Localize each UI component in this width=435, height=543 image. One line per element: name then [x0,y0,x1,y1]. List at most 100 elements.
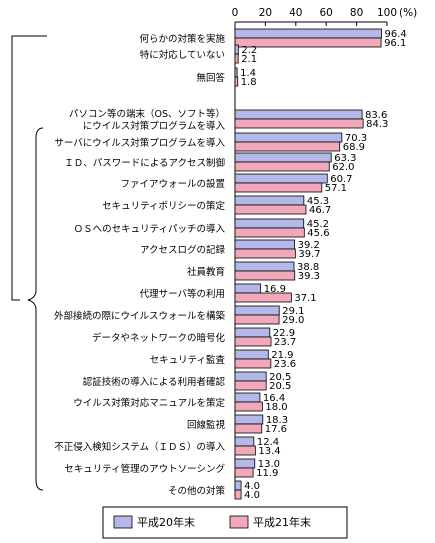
bar [234,305,280,316]
bar [234,76,239,87]
bar [234,401,263,412]
data-label: 18.0 [265,402,287,413]
data-label: 96.1 [384,38,406,49]
legend-label: 平成21年末 [253,515,311,529]
bar [234,195,305,206]
category-label: ファイアウォールの設置 [120,178,225,190]
bar [234,239,295,250]
data-label: 62.0 [332,162,354,173]
legend-box [102,506,348,539]
category-label: 何らかの対策を実施 [139,33,225,45]
bar [234,182,323,193]
bar [234,292,292,303]
bar [234,480,242,491]
bar [234,132,343,143]
bar [234,44,239,55]
category-label: にウイルス対策プログラムを導入 [83,120,226,132]
data-label: 13.4 [258,446,280,457]
bar [234,336,272,347]
bar [234,327,271,338]
bar [234,358,272,369]
data-label: 20.5 [269,381,291,392]
data-label: 16.4 [263,393,285,404]
legend-label: 平成20年末 [137,515,195,529]
category-label: 認証技術の導入による利用者確認 [83,376,226,388]
data-label: 63.3 [334,153,356,164]
x-tick-label: 0 [232,7,239,19]
category-label: 社員教育 [187,266,225,278]
bar [234,248,296,259]
data-label: 39.3 [298,271,320,282]
data-label: 68.9 [343,142,365,153]
bar [234,141,341,152]
category-label: 特に対応していない [140,49,225,61]
category-label: その他の対策 [168,485,226,497]
x-unit-label: (%) [399,7,417,19]
category-label: セキュリティポリシーの策定 [102,200,225,212]
data-label: 29.1 [282,306,304,317]
bar [234,227,305,238]
data-label: 18.3 [266,415,288,426]
category-label: アクセスログの記録 [140,244,226,256]
data-label: 83.6 [365,110,387,121]
data-label: 96.4 [385,29,407,40]
bar [234,414,264,425]
data-label: 46.7 [309,205,331,216]
bar [234,392,261,403]
bar [234,173,328,184]
bar [234,349,269,360]
data-label: 12.4 [257,437,279,448]
legend-swatch [229,515,249,529]
data-label: 13.0 [258,459,280,470]
category-label: サーバにウイルス対策プログラムを導入 [54,137,225,149]
bar [234,28,382,39]
data-label: 11.9 [256,468,278,479]
bar [234,436,255,447]
category-label: 外部接続の際にウイルスウォールを構築 [54,310,226,322]
data-label: 23.6 [274,359,296,370]
data-label: 21.9 [271,350,293,361]
bar [234,380,267,391]
category-label: パソコン等の端末（OS、ソフト等） [69,108,225,120]
bar [234,371,267,382]
category-label: ＯＳへのセキュリティパッチの導入 [74,223,226,235]
data-label: 45.3 [307,196,329,207]
category-label: セキュリティ監査 [150,354,226,366]
bar [234,204,307,215]
data-label: 45.2 [307,219,329,230]
category-label: 代理サーバ等の利用 [140,288,225,300]
data-label: 57.1 [325,183,347,194]
data-label: 2.1 [241,54,257,65]
bar [234,53,239,64]
data-label: 17.6 [265,424,287,435]
x-tick-label: 80 [350,7,363,19]
bar [234,314,280,325]
bar [234,37,382,48]
category-label: データやネットワークの暗号化 [92,332,226,344]
category-label: 不正侵入検知システム（ＩＤＳ）の導入 [54,441,225,453]
group-connector [11,35,47,301]
data-label: 84.3 [366,119,388,130]
data-label: 4.0 [244,481,260,492]
bar [234,489,242,500]
x-tick-label: 100 [377,7,397,19]
data-label: 2.2 [241,45,257,56]
bar [234,458,256,469]
bar [234,423,263,434]
category-label: 回線監視 [187,419,226,431]
category-label: 無回答 [196,72,225,84]
data-label: 20.5 [269,372,291,383]
data-label: 60.7 [330,174,352,185]
legend-swatch [113,515,133,529]
x-tick-label: 60 [320,7,333,19]
data-label: 4.0 [244,490,260,501]
data-label: 37.1 [294,293,316,304]
data-label: 22.9 [273,328,295,339]
bar [234,109,363,120]
category-label: ウイルス対策対応マニュアルを策定 [73,397,225,409]
category-label: ＩＤ、パスワードによるアクセス制御 [64,157,225,169]
bar [234,67,238,78]
group-brace [27,127,44,491]
bar [234,218,305,229]
